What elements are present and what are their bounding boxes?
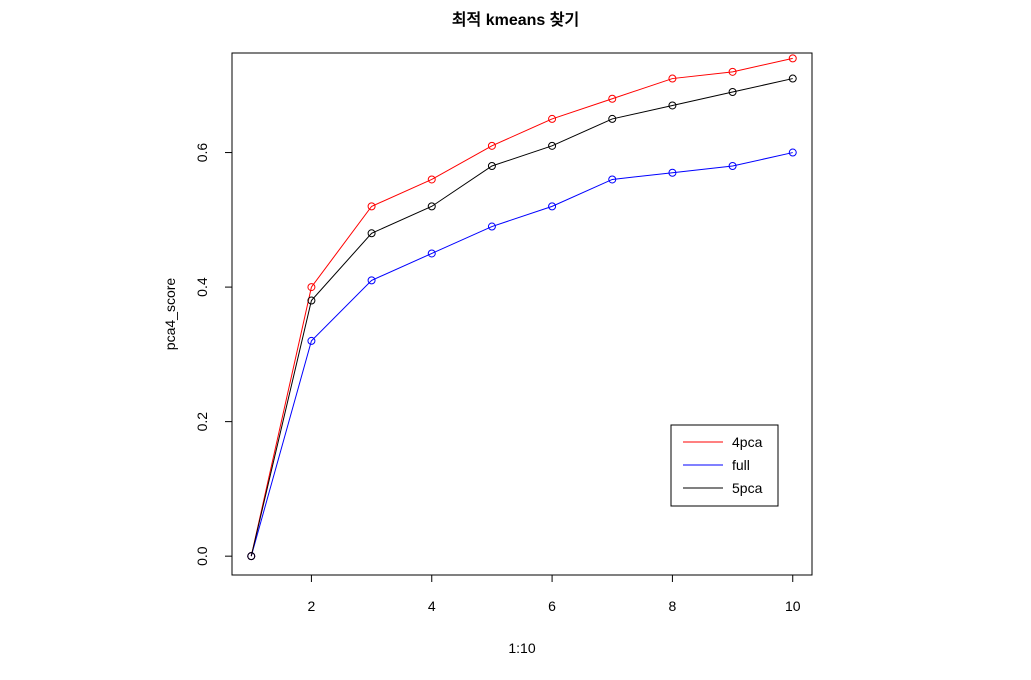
legend-label: 4pca	[732, 434, 763, 450]
legend-item: full	[683, 457, 750, 473]
data-point	[307, 336, 316, 345]
data-point	[307, 296, 316, 305]
x-axis-label: 1:10	[508, 640, 535, 656]
series-5pca	[247, 74, 797, 561]
data-point	[307, 283, 316, 292]
series-line	[250, 78, 793, 557]
legend-item: 4pca	[683, 434, 763, 450]
data-point	[487, 141, 496, 150]
data-point	[668, 101, 677, 110]
y-tick-label: 0.2	[194, 412, 210, 432]
data-point	[608, 114, 617, 123]
data-point	[668, 168, 677, 177]
y-axis-label: pca4_score	[162, 278, 178, 351]
series-layer	[247, 54, 797, 561]
y-tick-label: 0.0	[194, 546, 210, 566]
y-tick-label: 0.6	[194, 143, 210, 163]
data-point	[608, 175, 617, 184]
data-point	[247, 552, 256, 561]
data-point	[728, 88, 737, 97]
series-line	[250, 57, 793, 557]
y-axis: 0.0 0.2 0.4 0.6	[194, 143, 232, 566]
legend-item: 5pca	[683, 480, 763, 496]
data-point	[427, 249, 436, 258]
data-point	[427, 202, 436, 211]
series-full	[247, 148, 797, 561]
x-tick-label: 10	[785, 598, 801, 614]
data-point	[788, 148, 797, 157]
legend-label: 5pca	[732, 480, 763, 496]
data-point	[367, 276, 376, 285]
data-point	[487, 222, 496, 231]
data-point	[788, 74, 797, 83]
x-tick-label: 8	[669, 598, 677, 614]
data-point	[728, 162, 737, 171]
series-line	[250, 152, 793, 557]
data-point	[487, 162, 496, 171]
data-point	[548, 202, 557, 211]
data-point	[367, 202, 376, 211]
data-point	[427, 175, 436, 184]
data-point	[788, 54, 797, 63]
legend: 4pca full 5pca	[670, 424, 779, 507]
chart-title: 최적 kmeans 찾기	[451, 12, 580, 29]
data-point	[608, 94, 617, 103]
plot-frame	[231, 52, 813, 576]
x-tick-label: 4	[428, 598, 436, 614]
legend-label: full	[732, 457, 750, 473]
x-tick-label: 6	[548, 598, 556, 614]
data-point	[548, 114, 557, 123]
x-axis: 2 4 6 8 10	[308, 575, 801, 614]
data-point	[668, 74, 677, 83]
x-tick-label: 2	[308, 598, 316, 614]
y-tick-label: 0.4	[194, 277, 210, 297]
data-point	[548, 141, 557, 150]
data-point	[728, 67, 737, 76]
data-point	[367, 229, 376, 238]
